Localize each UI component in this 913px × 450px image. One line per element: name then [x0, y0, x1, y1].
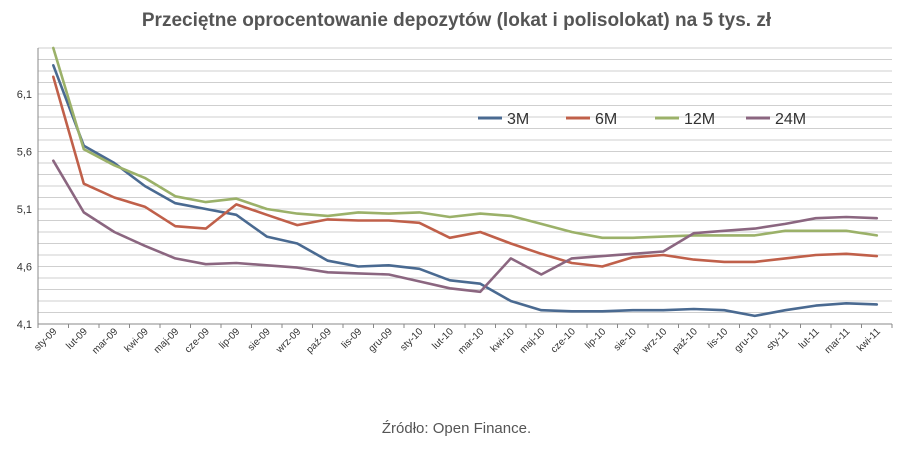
- x-tick-label: mar-10: [456, 326, 486, 356]
- x-tick-label: lis-10: [706, 326, 731, 351]
- legend-label-6m: 6M: [595, 111, 617, 128]
- x-tick-label: kwi-09: [123, 326, 152, 355]
- y-tick-label: 4,1: [17, 319, 32, 331]
- x-tick-label: sty-09: [32, 326, 59, 353]
- legend-label-3m: 3M: [507, 111, 529, 128]
- x-tick-label: kwi-10: [489, 326, 518, 355]
- x-tick-label: maj-09: [152, 326, 182, 356]
- x-tick-label: paź-09: [304, 326, 334, 356]
- x-tick-label: lip-09: [217, 326, 242, 351]
- y-tick-label: 6,1: [17, 89, 32, 101]
- x-tick-label: wrz-09: [274, 326, 304, 356]
- x-tick-label: paź-10: [670, 326, 700, 356]
- axes: [37, 48, 893, 328]
- x-tick-label: lip-10: [583, 326, 608, 351]
- x-tick-label: kwi-11: [855, 326, 883, 354]
- x-tick-label: maj-10: [518, 326, 548, 356]
- y-tick-label: 4,6: [17, 262, 32, 274]
- x-tick-label: mar-11: [823, 326, 853, 356]
- x-tick-label: mar-09: [90, 326, 120, 356]
- x-tick-label: sie-09: [246, 326, 273, 353]
- x-tick-label: wrz-10: [640, 326, 670, 356]
- y-tick-labels: 4,1 4,6 5,1 5,6 6,1: [17, 89, 32, 331]
- x-tick-label: sie-10: [612, 326, 639, 353]
- x-tick-label: lut-11: [797, 326, 822, 351]
- legend: 3M 6M 12M 24M: [478, 111, 806, 128]
- series-line-24m: [51, 159, 879, 294]
- y-tick-label: 5,6: [17, 147, 32, 159]
- x-tick-label: lut-09: [64, 326, 90, 352]
- y-tick-label: 5,1: [17, 204, 32, 216]
- x-tick-label: lut-10: [430, 326, 456, 352]
- x-tick-label: gru-10: [733, 326, 762, 355]
- x-tick-label: cze-10: [549, 326, 578, 355]
- series-lines: [51, 46, 879, 318]
- source-note: Źródło: Open Finance.: [381, 420, 532, 437]
- series-line-12m: [51, 46, 879, 240]
- x-tick-label: sty-11: [765, 326, 792, 353]
- series-line-3m: [51, 64, 879, 318]
- gridlines: [38, 47, 892, 313]
- x-tick-label: sty-10: [398, 326, 425, 353]
- x-tick-labels: sty-09 lut-09 mar-09 kwi-09 maj-09 cze-09 lip-…: [32, 326, 883, 356]
- chart-title: Przeciętne oprocentowanie depozytów (lok…: [141, 10, 772, 31]
- legend-label-12m: 12M: [684, 111, 715, 128]
- legend-label-24m: 24M: [775, 111, 806, 128]
- x-tick-label: lis-09: [340, 326, 365, 351]
- x-tick-label: gru-09: [367, 326, 396, 355]
- x-tick-label: cze-09: [183, 326, 212, 355]
- series-line-6m: [51, 75, 879, 268]
